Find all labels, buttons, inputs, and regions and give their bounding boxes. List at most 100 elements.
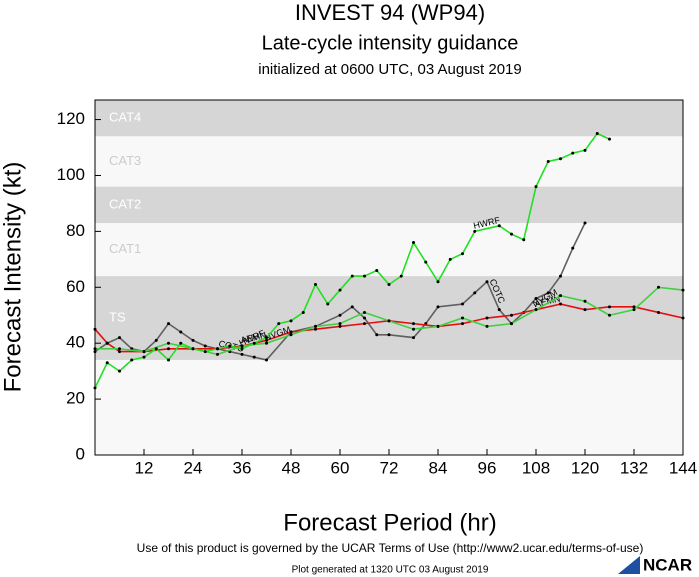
band-label: CAT3 (109, 153, 141, 168)
data-point (387, 282, 391, 286)
data-point (497, 308, 501, 312)
data-point (681, 316, 685, 320)
data-point (93, 350, 97, 354)
data-point (583, 299, 587, 303)
data-point (632, 308, 636, 312)
data-point (497, 224, 501, 228)
data-point (265, 338, 268, 342)
data-point (203, 344, 207, 348)
data-point (375, 269, 379, 273)
data-point (203, 350, 207, 354)
data-point (387, 333, 391, 337)
generated: Plot generated at 1320 UTC 03 August 201… (292, 565, 489, 576)
data-point (338, 322, 342, 326)
data-point (289, 333, 293, 337)
data-point (473, 291, 477, 295)
data-point (167, 322, 170, 326)
data-point (608, 137, 611, 141)
data-point (350, 274, 354, 278)
data-point (105, 341, 109, 345)
data-point (289, 319, 293, 323)
data-point (461, 322, 464, 326)
data-point (179, 330, 183, 334)
data-point (363, 274, 366, 278)
data-point (338, 324, 342, 328)
data-point (118, 369, 121, 373)
data-point (473, 229, 477, 233)
footer: Use of this product is governed by the U… (137, 541, 644, 555)
x-tick-label: 60 (331, 458, 350, 477)
intensity-band (95, 100, 683, 137)
data-point (522, 238, 526, 242)
y-tick-label: 120 (57, 109, 85, 128)
data-point (387, 319, 391, 323)
init-time: initialized at 0600 UTC, 03 August 2019 (258, 61, 522, 78)
x-tick-label: 108 (522, 458, 550, 477)
data-point (485, 316, 489, 320)
data-point (93, 386, 97, 390)
data-point (681, 288, 685, 292)
data-point (167, 341, 170, 345)
data-point (608, 305, 611, 309)
data-point (191, 347, 195, 351)
data-point (461, 316, 464, 320)
data-point (546, 291, 550, 295)
data-point (632, 305, 636, 309)
data-point (559, 157, 562, 161)
data-point (326, 302, 330, 306)
data-point (314, 327, 317, 331)
data-point (436, 280, 440, 284)
data-point (265, 341, 268, 345)
intensity-band (95, 276, 683, 360)
data-point (399, 274, 403, 278)
data-point (485, 324, 489, 328)
y-tick-label: 20 (66, 389, 85, 408)
data-point (657, 285, 660, 289)
data-point (595, 132, 599, 136)
data-point (375, 333, 379, 337)
y-tick-label: 80 (66, 221, 85, 240)
data-point (510, 313, 513, 317)
data-point (289, 330, 293, 334)
data-point (461, 302, 464, 306)
data-point (424, 260, 428, 264)
data-point (559, 302, 562, 306)
data-point (657, 310, 660, 314)
x-tick-label: 48 (282, 458, 301, 477)
data-point (216, 352, 219, 356)
x-tick-label: 132 (620, 458, 648, 477)
data-point (93, 327, 97, 331)
data-point (265, 358, 268, 362)
data-point (301, 310, 305, 314)
data-point (314, 282, 317, 286)
data-point (118, 350, 121, 354)
data-point (240, 347, 244, 351)
data-point (559, 274, 562, 278)
data-point (179, 341, 183, 345)
data-point (546, 159, 550, 163)
data-point (363, 316, 366, 320)
data-point (118, 347, 121, 351)
data-point (167, 347, 170, 351)
data-point (154, 347, 158, 351)
data-point (510, 232, 513, 236)
x-tick-label: 12 (135, 458, 154, 477)
data-point (559, 294, 562, 298)
data-point (571, 246, 575, 250)
x-tick-label: 24 (184, 458, 203, 477)
intensity-band (95, 186, 683, 223)
band-label: TS (109, 309, 126, 324)
x-tick-label: 84 (429, 458, 448, 477)
data-point (240, 352, 244, 356)
data-point (571, 151, 575, 155)
band-label: CAT4 (109, 110, 141, 125)
data-point (350, 305, 354, 309)
data-point (583, 221, 587, 225)
data-point (583, 148, 587, 152)
data-point (277, 322, 281, 326)
data-point (154, 338, 158, 342)
data-point (448, 257, 452, 261)
data-point (216, 347, 219, 351)
